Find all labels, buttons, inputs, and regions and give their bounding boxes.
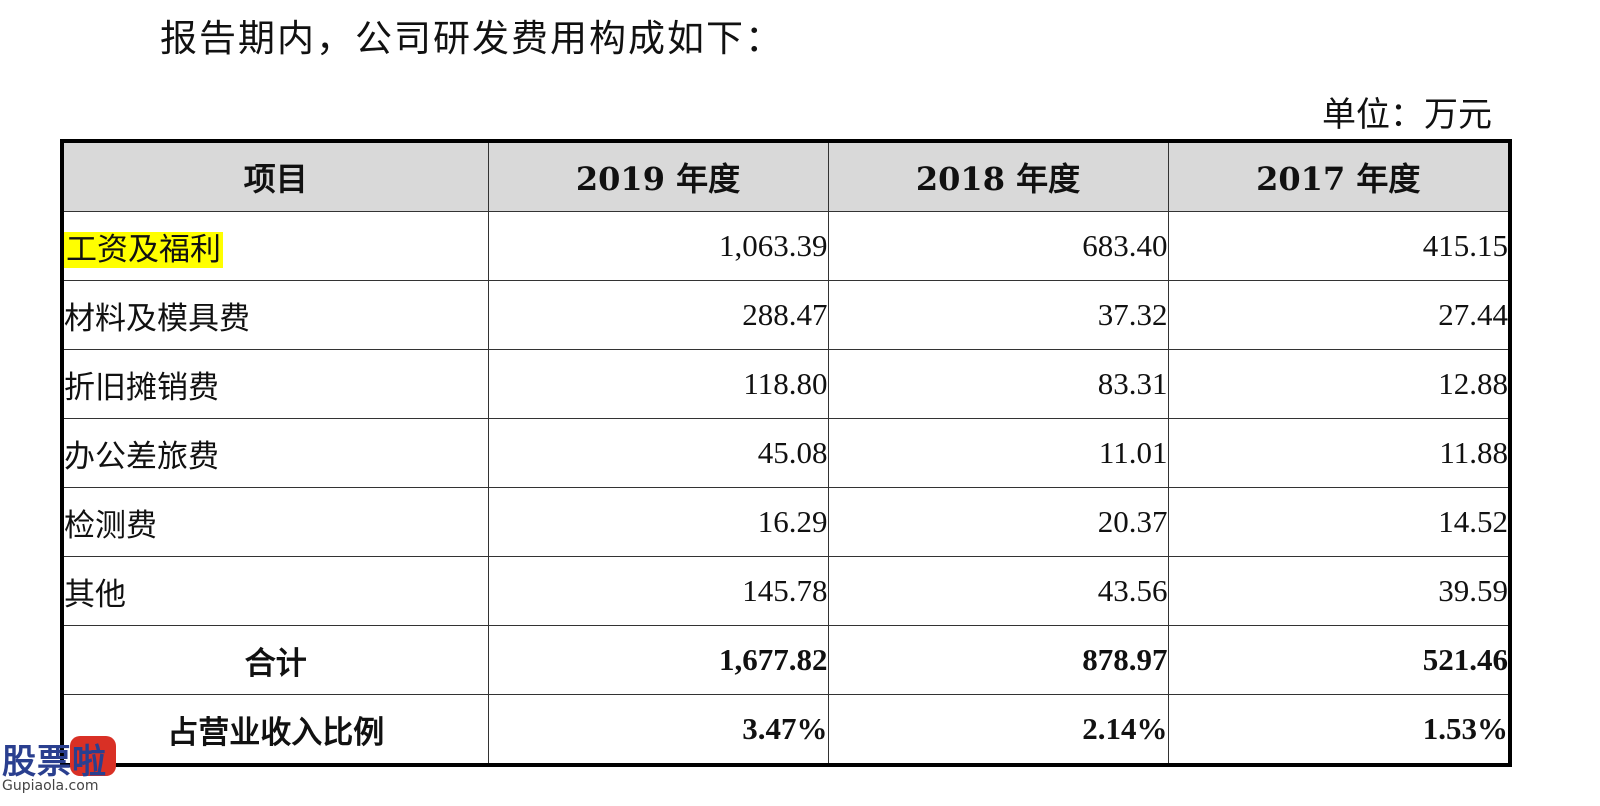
row-label: 其他 <box>61 556 489 626</box>
row-label: 工资及福利 <box>61 211 489 281</box>
watermark-url: Gupiaola.com <box>2 778 99 794</box>
cell-2018: 11.01 <box>827 418 1169 488</box>
rd-expense-table: 项目 2019 年度 2018 年度 2017 年度 工资及福利 1,063.3… <box>60 139 1512 767</box>
table-row: 材料及模具费 288.47 37.32 27.44 <box>61 280 1511 350</box>
cell-2017: 27.44 <box>1167 280 1511 350</box>
cell-2017: 39.59 <box>1167 556 1511 626</box>
cell-2018: 2.14% <box>827 694 1169 766</box>
watermark-logo: 股票啦 <box>2 742 107 782</box>
cell-2019: 118.80 <box>487 349 829 419</box>
table-header-row: 项目 2019 年度 2018 年度 2017 年度 <box>61 140 1511 212</box>
row-label: 检测费 <box>61 487 489 557</box>
cell-2019: 1,677.82 <box>487 625 829 695</box>
total-row: 合计 1,677.82 878.97 521.46 <box>61 625 1511 695</box>
intro-text: 报告期内，公司研发费用构成如下： <box>160 17 784 60</box>
cell-2019: 3.47% <box>487 694 829 766</box>
cell-2019: 45.08 <box>487 418 829 488</box>
row-label: 材料及模具费 <box>61 280 489 350</box>
cell-2018: 683.40 <box>827 211 1169 281</box>
cell-2019: 145.78 <box>487 556 829 626</box>
row-label: 办公差旅费 <box>61 418 489 488</box>
cell-2017: 14.52 <box>1167 487 1511 557</box>
cell-2018: 37.32 <box>827 280 1169 350</box>
cell-2018: 43.56 <box>827 556 1169 626</box>
table-row: 其他 145.78 43.56 39.59 <box>61 556 1511 626</box>
table-row: 检测费 16.29 20.37 14.52 <box>61 487 1511 557</box>
cell-2019: 288.47 <box>487 280 829 350</box>
row-label: 折旧摊销费 <box>61 349 489 419</box>
ratio-row: 占营业收入比例 3.47% 2.14% 1.53% <box>61 694 1511 766</box>
watermark-bubble-icon <box>70 736 116 776</box>
row-label: 合计 <box>61 625 489 695</box>
table-row: 工资及福利 1,063.39 683.40 415.15 <box>61 211 1511 281</box>
header-2018: 2018 年度 <box>827 140 1169 212</box>
header-item: 项目 <box>61 140 489 212</box>
cell-2018: 20.37 <box>827 487 1169 557</box>
cell-2018: 83.31 <box>827 349 1169 419</box>
cell-2017: 415.15 <box>1167 211 1511 281</box>
cell-2019: 16.29 <box>487 487 829 557</box>
cell-2019: 1,063.39 <box>487 211 829 281</box>
site-watermark: 股票啦 Gupiaola.com <box>0 734 122 800</box>
cell-2018: 878.97 <box>827 625 1169 695</box>
cell-2017: 11.88 <box>1167 418 1511 488</box>
header-2019: 2019 年度 <box>487 140 829 212</box>
cell-2017: 1.53% <box>1167 694 1511 766</box>
header-2017: 2017 年度 <box>1167 140 1511 212</box>
cell-2017: 12.88 <box>1167 349 1511 419</box>
row-label: 占营业收入比例 <box>61 694 489 766</box>
cell-2017: 521.46 <box>1167 625 1511 695</box>
table-row: 折旧摊销费 118.80 83.31 12.88 <box>61 349 1511 419</box>
highlighted-label: 工资及福利 <box>64 231 223 268</box>
unit-label: 单位：万元 <box>1322 95 1492 135</box>
table-row: 办公差旅费 45.08 11.01 11.88 <box>61 418 1511 488</box>
